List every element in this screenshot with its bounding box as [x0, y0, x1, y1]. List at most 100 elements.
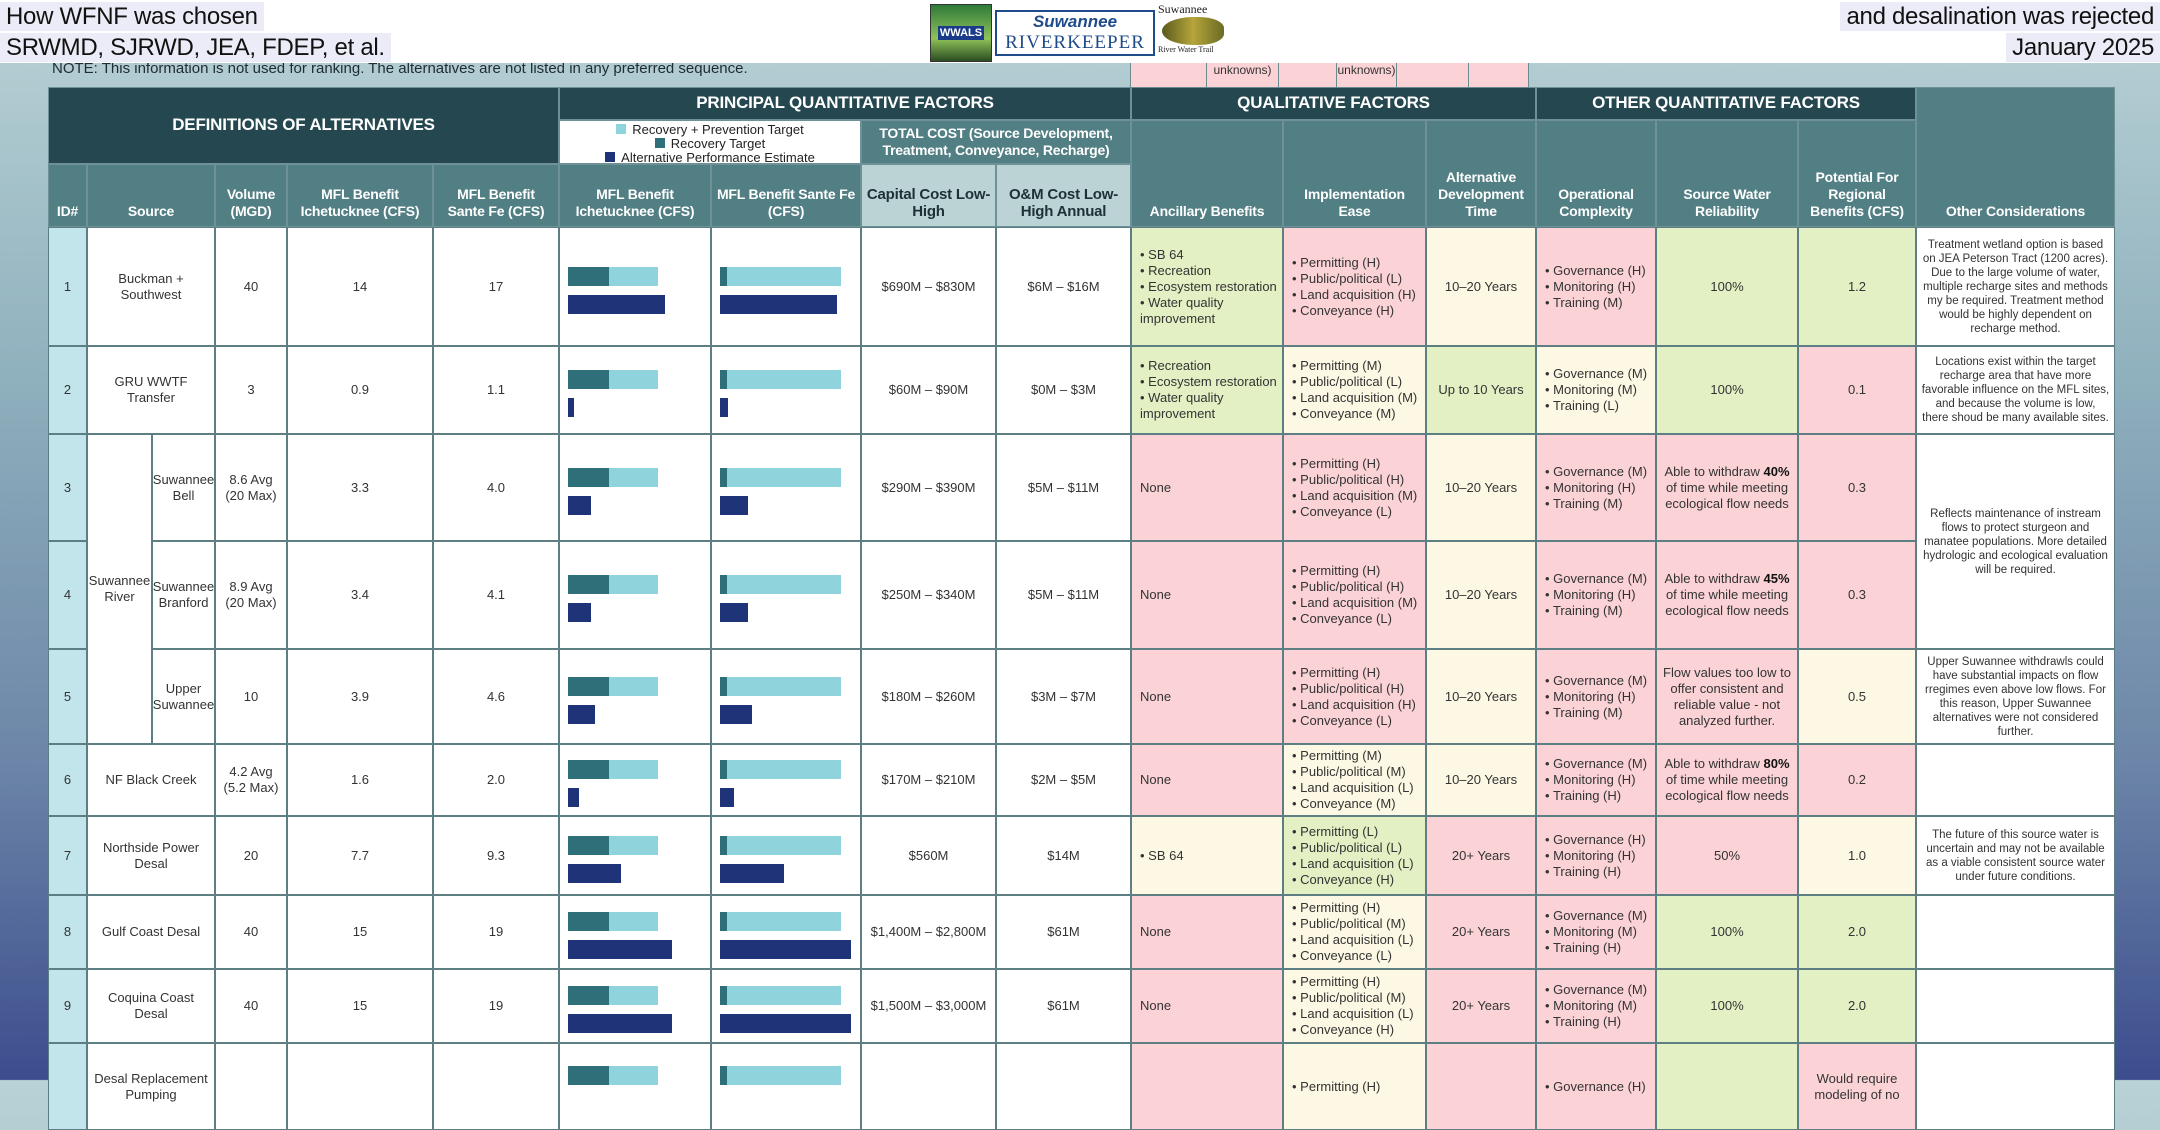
- development-time-cell: 10–20 Years: [1426, 227, 1536, 346]
- bullet-item: Conveyance (H): [1292, 872, 1414, 888]
- bullet-list: SB 64RecreationEcosystem restorationWate…: [1140, 247, 1278, 327]
- mfl-sf-cell: 17: [433, 227, 559, 346]
- legend-label: Recovery Target: [670, 136, 766, 151]
- bullet-item: Training (H): [1545, 1014, 1647, 1030]
- bar-performance-estimate: [720, 863, 785, 883]
- bullet-item: Public/political (L): [1292, 374, 1417, 390]
- bullet-item: Permitting (M): [1292, 748, 1414, 764]
- bar-cell-santa-fe: [711, 346, 861, 434]
- bar-recovery-target: [568, 986, 610, 1005]
- om-cost-cell: $5M – $11M: [996, 541, 1131, 649]
- regional-benefits-cell: Would require modeling of no: [1798, 1043, 1916, 1130]
- bullet-item: Conveyance (L): [1292, 713, 1416, 729]
- operational-complexity-cell: Governance (M)Monitoring (M)Training (H): [1536, 969, 1656, 1043]
- source-reliability-cell: 100%: [1656, 346, 1798, 434]
- om-cost-cell: [996, 1043, 1131, 1130]
- capital-cost-cell: $1,400M – $2,800M: [861, 895, 996, 969]
- bullet-item: Land acquisition (M): [1292, 488, 1417, 504]
- bar-cell-ichetucknee: [559, 541, 711, 649]
- capital-cost-cell: [861, 1043, 996, 1130]
- reliability-part: Flow values too low to offer consistent …: [1663, 664, 1791, 728]
- header-col-13: Source Water Reliability: [1656, 120, 1798, 227]
- bullet-list: Governance (H): [1545, 1079, 1645, 1095]
- volume-cell: 40: [215, 969, 287, 1043]
- bar-performance-estimate: [568, 788, 580, 807]
- implementation-ease-cell: Permitting (H)Public/political (M)Land a…: [1283, 895, 1426, 969]
- bullet-list: Governance (M)Monitoring (M)Training (L): [1545, 366, 1647, 414]
- water-trail-logo-line2: River Water Trail: [1158, 45, 1214, 54]
- bullet-item: Permitting (H): [1292, 563, 1417, 579]
- bullet-list: Permitting (M)Public/political (M)Land a…: [1292, 748, 1414, 812]
- row-id: 3: [48, 434, 87, 541]
- cell-text: None: [1140, 479, 1172, 495]
- bar-recovery-prevention-target: [720, 370, 841, 389]
- operational-complexity-cell: Governance (H)Monitoring (H)Training (M): [1536, 227, 1656, 346]
- mfl-sf-cell: 1.1: [433, 346, 559, 434]
- bullet-list: Permitting (H)Public/political (H)Land a…: [1292, 456, 1417, 520]
- bar-cell-ichetucknee: [559, 816, 711, 895]
- volume-cell: 8.9 Avg (20 Max): [215, 541, 287, 649]
- regional-benefits-cell: 2.0: [1798, 895, 1916, 969]
- source-cell: Buckman + Southwest: [87, 227, 215, 346]
- header-col-6: MFL Benefit Sante Fe (CFS): [711, 164, 861, 227]
- bullet-item: Conveyance (L): [1292, 948, 1414, 964]
- bullet-item: Governance (M): [1545, 908, 1647, 924]
- other-considerations-cell: The future of this source water is uncer…: [1916, 816, 2115, 895]
- bullet-item: Permitting (H): [1292, 665, 1416, 681]
- implementation-ease-cell: Permitting (H)Public/political (H)Land a…: [1283, 541, 1426, 649]
- bar-recovery-target: [720, 676, 727, 696]
- operational-complexity-cell: Governance (H)Monitoring (H)Training (H): [1536, 816, 1656, 895]
- bar-recovery-target: [720, 575, 727, 594]
- reliability-text: Flow values too low to offer consistent …: [1661, 665, 1793, 729]
- bar-legend: Recovery + Prevention Target Recovery Ta…: [559, 120, 861, 165]
- bullet-item: Training (M): [1545, 705, 1647, 721]
- mfl-ich-cell: 3.3: [287, 434, 433, 541]
- bullet-item: Training (L): [1545, 398, 1647, 414]
- bar-performance-estimate: [720, 398, 728, 417]
- bullet-item: Land acquisition (M): [1292, 595, 1417, 611]
- riverkeeper-logo: Suwannee RIVERKEEPER: [995, 10, 1155, 56]
- source-cell: Desal Replacement Pumping: [87, 1043, 215, 1130]
- cell-text: None: [1140, 998, 1172, 1013]
- bullet-item: Conveyance (M): [1292, 406, 1417, 422]
- implementation-ease-cell: Permitting (H)Public/political (M)Land a…: [1283, 969, 1426, 1043]
- reliability-text: Able to withdraw 45% of time while meeti…: [1661, 571, 1793, 619]
- mfl-sf-cell: 9.3: [433, 816, 559, 895]
- header-definitions: DEFINITIONS OF ALTERNATIVES: [48, 87, 559, 164]
- reliability-text: Able to withdraw 80% of time while meeti…: [1661, 756, 1793, 804]
- bar-performance-estimate: [720, 495, 748, 515]
- bar-cell-santa-fe: [711, 434, 861, 541]
- bar-cell-ichetucknee: [559, 227, 711, 346]
- implementation-ease-cell: Permitting (H): [1283, 1043, 1426, 1130]
- reliability-part: 40%: [1763, 463, 1790, 479]
- other-considerations-cell: [1916, 1043, 2115, 1130]
- bullet-list: Governance (M)Monitoring (H)Training (M): [1545, 464, 1647, 512]
- ancillary-benefits-cell: None: [1131, 744, 1283, 816]
- development-time-cell: 20+ Years: [1426, 895, 1536, 969]
- row-id: [48, 1043, 87, 1130]
- bullet-list: Permitting (H)Public/political (H)Land a…: [1292, 563, 1417, 627]
- bar-cell-ichetucknee: [559, 649, 711, 744]
- bullet-item: Land acquisition (L): [1292, 856, 1413, 872]
- legend-swatch-recovery: [654, 138, 665, 148]
- regional-benefits-cell: 1.2: [1798, 227, 1916, 346]
- ancillary-benefits-cell: RecreationEcosystem restorationWater qua…: [1131, 346, 1283, 434]
- implementation-ease-cell: Permitting (H)Public/political (L)Land a…: [1283, 227, 1426, 346]
- bullet-item: Conveyance (H): [1292, 303, 1416, 319]
- header-qualitative: QUALITATIVE FACTORS: [1131, 87, 1536, 120]
- om-cost-cell: $3M – $7M: [996, 649, 1131, 744]
- slide-title-right-2: January 2025: [2006, 33, 2160, 62]
- slide-title-left-1: How WFNF was chosen: [0, 2, 264, 31]
- capital-cost-cell: $690M – $830M: [861, 227, 996, 346]
- source-cell: Gulf Coast Desal: [87, 895, 215, 969]
- header-col-5: MFL Benefit Ichetucknee (CFS): [559, 164, 711, 227]
- bullet-item: Monitoring (H): [1545, 689, 1647, 705]
- bar-performance-estimate: [720, 1014, 852, 1033]
- bullet-item: Governance (M): [1545, 982, 1647, 998]
- volume-cell: 40: [215, 895, 287, 969]
- bullet-item: Training (M): [1545, 603, 1647, 619]
- operational-complexity-cell: Governance (M)Monitoring (M)Training (H): [1536, 895, 1656, 969]
- implementation-ease-cell: Permitting (M)Public/political (M)Land a…: [1283, 744, 1426, 816]
- source-cell: GRU WWTF Transfer: [87, 346, 215, 434]
- other-considerations-cell: [1916, 969, 2115, 1043]
